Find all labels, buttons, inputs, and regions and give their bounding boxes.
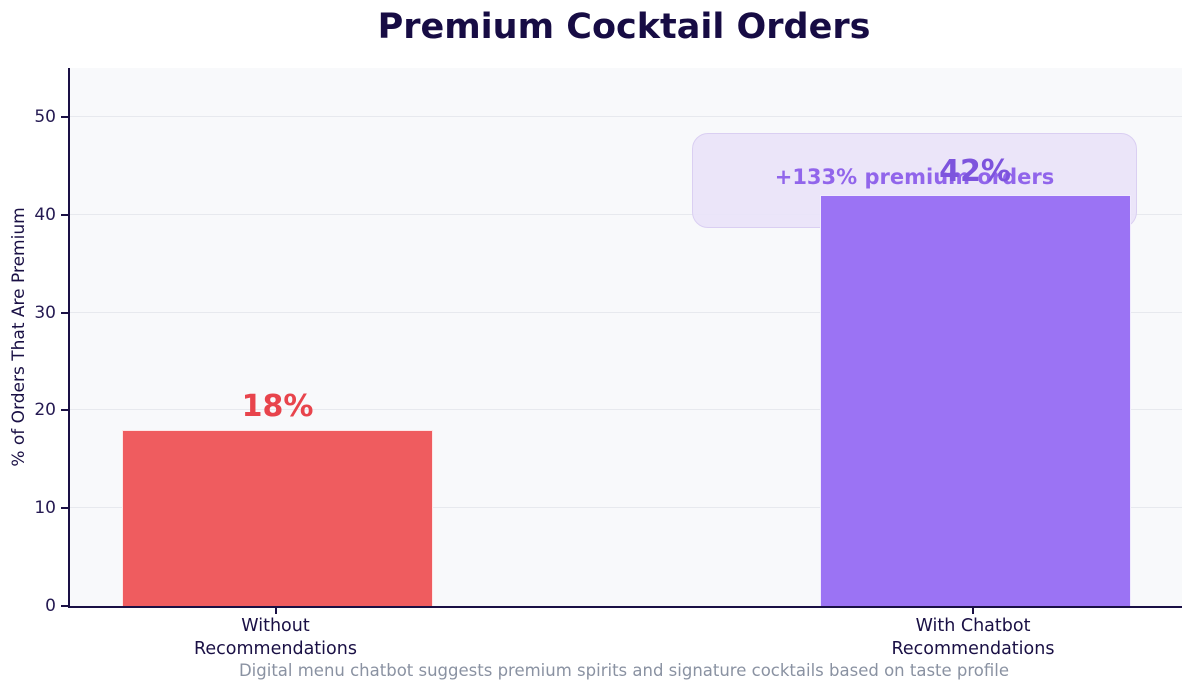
y-tick-mark <box>61 115 68 118</box>
gridline <box>70 115 1182 117</box>
x-tick-label: Without Recommendations <box>194 616 357 659</box>
x-tick-mark <box>274 608 277 614</box>
y-tick-label: 30 <box>34 302 56 323</box>
y-tick-label: 20 <box>34 400 56 421</box>
gridline <box>70 213 1182 215</box>
x-tick-label: With Chatbot Recommendations <box>891 616 1055 659</box>
bar-1 <box>819 195 1131 606</box>
plot-area: +133% premium orders 18% 42% <box>68 68 1182 608</box>
chart-title: Premium Cocktail Orders <box>377 7 871 47</box>
y-axis-ticks: 0 10 20 30 40 50 <box>0 68 68 616</box>
gridline <box>70 507 1182 509</box>
y-tick-label: 0 <box>45 596 56 616</box>
y-tick-mark <box>61 507 68 510</box>
bar-0 <box>122 429 433 606</box>
annotation-text: +133% premium orders <box>774 165 1055 189</box>
y-tick-label: 10 <box>34 498 56 519</box>
bar-value-label: 42% <box>939 154 1011 190</box>
y-tick-label: 50 <box>34 106 56 127</box>
x-axis-ticks: Without Recommendations With Chatbot Reco… <box>68 606 1180 668</box>
y-tick-mark <box>61 213 68 216</box>
gridline <box>70 409 1182 411</box>
x-tick-mark <box>972 608 974 614</box>
caption: Digital menu chatbot suggests premium sp… <box>238 661 1010 680</box>
bar-value-label: 18% <box>241 388 314 424</box>
gridline <box>70 311 1182 313</box>
y-tick-mark <box>61 311 68 314</box>
y-tick-mark <box>61 409 68 412</box>
y-tick-mark <box>61 605 68 607</box>
y-tick-label: 40 <box>34 204 56 225</box>
